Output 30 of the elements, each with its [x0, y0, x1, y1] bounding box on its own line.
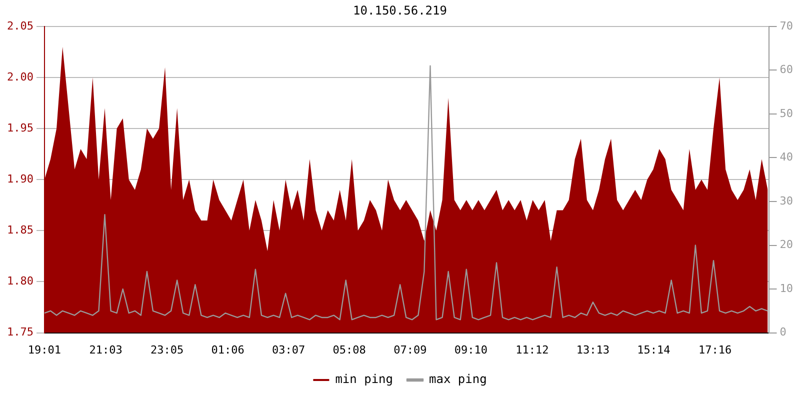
y-tick-label: 1.75 — [6, 326, 34, 339]
x-tick-label: 15:14 — [637, 343, 671, 356]
x-tick-label: 09:10 — [454, 343, 488, 356]
y2-tick-label: 20 — [780, 238, 794, 252]
x-tick-label: 07:09 — [394, 343, 427, 356]
x-tick-label: 03:07 — [272, 343, 306, 356]
y2-tick-label: 40 — [780, 150, 794, 164]
x-tick-label: 21:03 — [89, 343, 122, 356]
y2-tick-label: 50 — [780, 106, 794, 120]
y-tick-label: 1.80 — [6, 274, 34, 288]
x-tick-label: 13:13 — [576, 343, 610, 356]
y2-tick-label: 70 — [780, 19, 794, 32]
y2-tick-label: 0 — [780, 326, 786, 339]
y-tick-label: 1.95 — [6, 121, 34, 134]
legend-label: max ping — [429, 372, 487, 386]
x-tick-label: 23:05 — [150, 343, 184, 356]
x-tick-label: 11:12 — [516, 343, 549, 356]
x-tick-label: 01:06 — [211, 343, 244, 356]
y2-tick-label: 30 — [780, 194, 794, 208]
y-tick-label: 1.85 — [6, 224, 34, 237]
legend-label: min ping — [335, 372, 393, 386]
x-tick-label: 05:08 — [332, 343, 366, 356]
y2-tick-label: 60 — [780, 63, 794, 76]
x-tick-label: 19:01 — [28, 343, 62, 356]
y2-tick-label: 10 — [780, 282, 794, 295]
y-tick-label: 2.05 — [6, 19, 34, 32]
chart-title: 10.150.56.219 — [353, 3, 447, 18]
y-tick-label: 2.00 — [6, 70, 34, 84]
y-tick-label: 1.90 — [6, 172, 34, 186]
x-tick-label: 17:16 — [698, 343, 732, 356]
